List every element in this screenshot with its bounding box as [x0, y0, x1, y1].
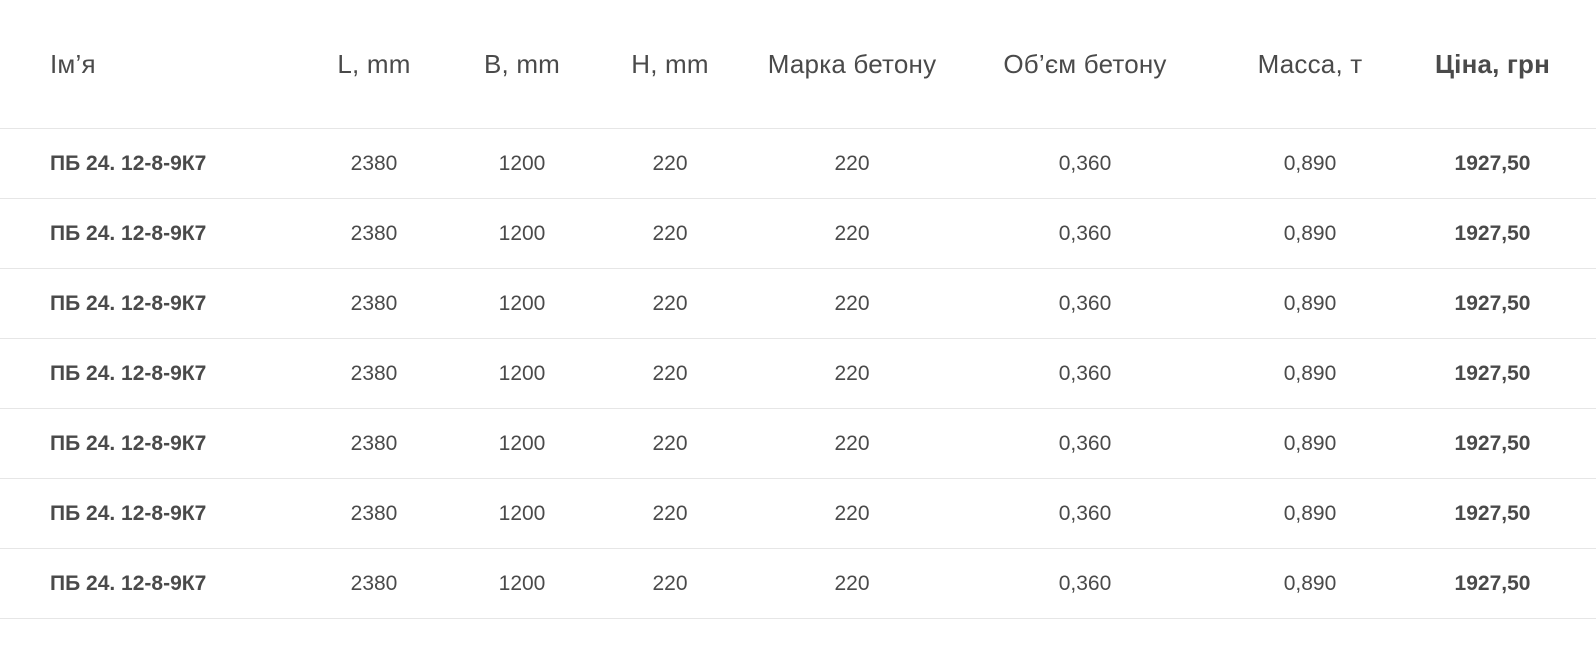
cell-height: 220 [652, 291, 688, 315]
table-row[interactable]: ПБ 24. 12-8-9К7 2380 1200 220 220 0,360 0,890 1… [0, 339, 1596, 409]
cell-width: 1200 [498, 151, 546, 175]
cell-concrete-grade: 220 [834, 431, 870, 455]
cell-length: 2380 [350, 431, 398, 455]
cell-name: ПБ 24. 12-8-9К7 [50, 291, 207, 315]
cell-concrete-volume: 0,360 [1058, 291, 1112, 315]
cell-concrete-volume: 0,360 [1058, 571, 1112, 595]
column-header-price[interactable]: Ціна, грн [1434, 48, 1551, 79]
cell-concrete-volume: 0,360 [1058, 221, 1112, 245]
product-table: Ім’я L, mm B, mm H, mm Марка бетону Об’є… [0, 0, 1596, 619]
cell-length: 2380 [350, 291, 398, 315]
cell-name: ПБ 24. 12-8-9К7 [50, 361, 207, 385]
table-row[interactable]: ПБ 24. 12-8-9К7 2380 1200 220 220 0,360 0,890 1… [0, 549, 1596, 619]
cell-concrete-volume: 0,360 [1058, 501, 1112, 525]
table-row[interactable]: ПБ 24. 12-8-9К7 2380 1200 220 220 0,360 0,890 1… [0, 479, 1596, 549]
cell-height: 220 [652, 431, 688, 455]
table-body: ПБ 24. 12-8-9К7 2380 1200 220 220 0,360 0,890 1… [0, 129, 1596, 619]
cell-mass: 0,890 [1283, 221, 1337, 245]
cell-height: 220 [652, 221, 688, 245]
table-header-row: Ім’я L, mm B, mm H, mm Марка бетону Об’є… [0, 0, 1596, 129]
cell-price: 1927,50 [1454, 291, 1531, 315]
column-header-name[interactable]: Ім’я [50, 48, 96, 79]
cell-concrete-grade: 220 [834, 291, 870, 315]
cell-name: ПБ 24. 12-8-9К7 [50, 501, 207, 525]
cell-width: 1200 [498, 291, 546, 315]
cell-price: 1927,50 [1454, 431, 1531, 455]
cell-width: 1200 [498, 501, 546, 525]
cell-width: 1200 [498, 571, 546, 595]
cell-height: 220 [652, 361, 688, 385]
cell-price: 1927,50 [1454, 501, 1531, 525]
cell-concrete-grade: 220 [834, 571, 870, 595]
cell-mass: 0,890 [1283, 431, 1337, 455]
cell-price: 1927,50 [1454, 571, 1531, 595]
cell-length: 2380 [350, 221, 398, 245]
cell-length: 2380 [350, 571, 398, 595]
cell-height: 220 [652, 151, 688, 175]
cell-mass: 0,890 [1283, 151, 1337, 175]
cell-length: 2380 [350, 151, 398, 175]
table-row[interactable]: ПБ 24. 12-8-9К7 2380 1200 220 220 0,360 0,890 1… [0, 269, 1596, 339]
table-row[interactable]: ПБ 24. 12-8-9К7 2380 1200 220 220 0,360 0,890 1… [0, 129, 1596, 199]
table-row[interactable]: ПБ 24. 12-8-9К7 2380 1200 220 220 0,360 0,890 1… [0, 199, 1596, 269]
cell-width: 1200 [498, 431, 546, 455]
cell-concrete-grade: 220 [834, 151, 870, 175]
cell-height: 220 [652, 571, 688, 595]
cell-width: 1200 [498, 221, 546, 245]
cell-concrete-grade: 220 [834, 361, 870, 385]
column-header-length[interactable]: L, mm [337, 48, 411, 79]
cell-concrete-volume: 0,360 [1058, 431, 1112, 455]
cell-price: 1927,50 [1454, 221, 1531, 245]
column-header-height[interactable]: H, mm [631, 48, 709, 79]
cell-mass: 0,890 [1283, 361, 1337, 385]
cell-name: ПБ 24. 12-8-9К7 [50, 431, 207, 455]
column-header-width[interactable]: B, mm [483, 48, 561, 79]
cell-name: ПБ 24. 12-8-9К7 [50, 221, 207, 245]
cell-concrete-grade: 220 [834, 221, 870, 245]
cell-length: 2380 [350, 361, 398, 385]
cell-concrete-volume: 0,360 [1058, 361, 1112, 385]
cell-concrete-volume: 0,360 [1058, 151, 1112, 175]
cell-mass: 0,890 [1283, 501, 1337, 525]
column-header-concrete-grade[interactable]: Марка бетону [767, 48, 937, 79]
cell-mass: 0,890 [1283, 291, 1337, 315]
cell-width: 1200 [498, 361, 546, 385]
cell-mass: 0,890 [1283, 571, 1337, 595]
column-header-concrete-volume[interactable]: Об’єм бетону [1003, 48, 1167, 79]
cell-name: ПБ 24. 12-8-9К7 [50, 151, 207, 175]
cell-concrete-grade: 220 [834, 501, 870, 525]
column-header-mass[interactable]: Масса, т [1257, 48, 1363, 79]
cell-price: 1927,50 [1454, 361, 1531, 385]
table-row[interactable]: ПБ 24. 12-8-9К7 2380 1200 220 220 0,360 0,890 1… [0, 409, 1596, 479]
cell-length: 2380 [350, 501, 398, 525]
cell-name: ПБ 24. 12-8-9К7 [50, 571, 207, 595]
cell-height: 220 [652, 501, 688, 525]
cell-price: 1927,50 [1454, 151, 1531, 175]
